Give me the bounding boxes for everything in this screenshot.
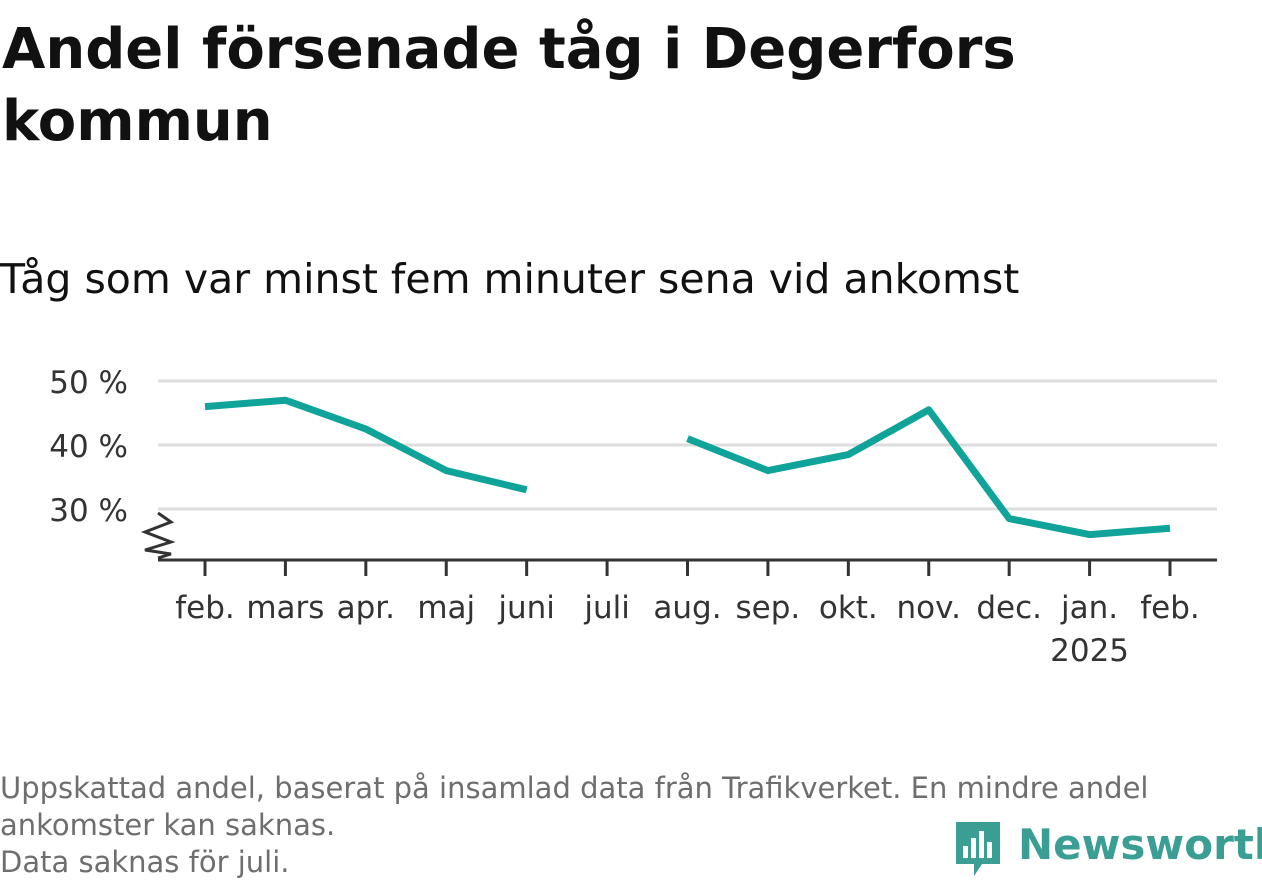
x-tick-label: feb. — [175, 590, 235, 626]
x-tick-label: juni — [497, 590, 555, 626]
x-tick-label: mars — [246, 590, 324, 626]
y-tick-label: 40 % — [49, 429, 128, 465]
x-tick-label: dec. — [976, 590, 1042, 626]
grid-lines — [158, 379, 1217, 511]
y-axis-break-mark — [140, 511, 176, 560]
footnote: Uppskattad andel, baserat på insamlad da… — [0, 770, 1245, 881]
x-tick-label: sep. — [736, 590, 801, 626]
x-tick-label: aug. — [653, 590, 721, 626]
x-tick-label: feb. — [1140, 590, 1200, 626]
series-line-segment — [204, 396, 528, 494]
brand-name: Newsworthy — [1018, 820, 1262, 869]
chart-subtitle: Tåg som var minst fem minuter sena vid a… — [0, 255, 1020, 303]
line-chart: 30 % 40 % 50 % feb. mars apr. maj juni juli aug.… — [49, 365, 1217, 669]
y-tick-label: 50 % — [49, 365, 128, 401]
newsworthy-logo-icon — [956, 822, 1000, 876]
series-lines — [204, 396, 1171, 539]
x-tick-label: maj — [417, 590, 475, 626]
footnote-line: Uppskattad andel, baserat på insamlad da… — [0, 771, 1149, 805]
chart-title: Andel försenade tåg i Degerfors kommun — [2, 17, 1016, 154]
y-tick-labels: 30 % 40 % 50 % — [49, 365, 128, 529]
series-line-segment — [686, 406, 1171, 539]
x-tick-label: okt. — [819, 590, 878, 626]
y-tick-label: 30 % — [49, 493, 128, 529]
x-tick-label: apr. — [337, 590, 395, 626]
x-tick-label: jan. — [1060, 590, 1118, 626]
x-tick-label: juli — [583, 590, 630, 626]
footnote-line: ankomster kan saknas. — [0, 808, 336, 842]
x-tick-label: nov. — [897, 590, 961, 626]
x-tick-labels: feb. mars apr. maj juni juli aug. sep. okt. nov. d… — [175, 590, 1200, 669]
footnote-line: Data saknas för juli. — [0, 845, 290, 879]
x-axis — [140, 511, 1217, 576]
x-year-label: 2025 — [1050, 633, 1129, 669]
